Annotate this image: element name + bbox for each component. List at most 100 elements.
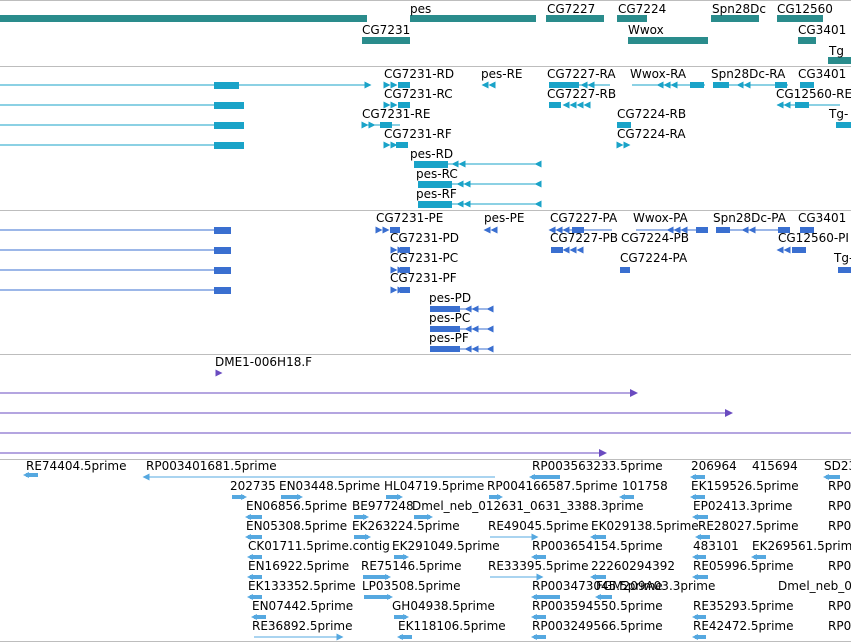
est-box[interactable]: [695, 575, 708, 579]
ests-label[interactable]: RE35293.5prime: [693, 599, 794, 613]
exon-box[interactable]: [778, 227, 790, 233]
strand-right-arrow[interactable]: [390, 81, 398, 89]
ests-label[interactable]: RP003249566.5prime: [532, 619, 663, 633]
est-box[interactable]: [394, 555, 406, 559]
strand-right-arrow[interactable]: [215, 369, 223, 377]
est-box[interactable]: [695, 615, 706, 619]
transcripts-label[interactable]: Tg-: [828, 107, 848, 121]
strand-right-arrow[interactable]: [397, 494, 403, 500]
strand-left-arrow[interactable]: [783, 246, 791, 254]
strand-left-arrow[interactable]: [692, 634, 698, 640]
ests-label[interactable]: CK01711.5prime.contig: [248, 539, 390, 553]
strand-left-arrow[interactable]: [23, 472, 29, 478]
strand-right-arrow[interactable]: [630, 389, 638, 397]
gene-bar[interactable]: [362, 37, 410, 44]
strand-left-arrow[interactable]: [486, 305, 494, 313]
strand-left-arrow[interactable]: [692, 554, 698, 560]
strand-left-arrow[interactable]: [464, 325, 472, 333]
est-box[interactable]: [693, 495, 705, 499]
strand-right-arrow[interactable]: [385, 574, 391, 580]
est-box[interactable]: [489, 495, 500, 499]
ests-label[interactable]: RE36892.5prime: [252, 619, 353, 633]
strand-left-arrow[interactable]: [245, 534, 251, 540]
transcripts-label[interactable]: CG7224-RB: [617, 107, 686, 121]
strand-left-arrow[interactable]: [142, 473, 150, 481]
exon-box[interactable]: [696, 227, 708, 233]
est-box[interactable]: [534, 595, 560, 599]
strand-left-arrow[interactable]: [690, 474, 696, 480]
strand-left-arrow[interactable]: [656, 81, 664, 89]
ests-label[interactable]: 415694: [752, 459, 798, 473]
genes-label[interactable]: CG12560: [777, 2, 833, 16]
strand-left-arrow[interactable]: [486, 325, 494, 333]
strand-left-arrow[interactable]: [576, 101, 584, 109]
exon-box[interactable]: [795, 102, 809, 108]
est-box[interactable]: [622, 495, 634, 499]
ests-label[interactable]: FGM209A03.3prime: [596, 579, 715, 593]
gene-bar[interactable]: [628, 37, 708, 44]
strand-right-arrow[interactable]: [364, 81, 372, 89]
ests-label[interactable]: EN06856.5prime: [246, 499, 347, 513]
strand-left-arrow[interactable]: [456, 200, 464, 208]
strand-right-arrow[interactable]: [616, 141, 624, 149]
ests-label[interactable]: GH04938.5prime: [392, 599, 495, 613]
strand-left-arrow[interactable]: [534, 180, 542, 188]
proteins-label[interactable]: CG7231-PD: [390, 231, 459, 245]
transcripts-label[interactable]: CG7227-RB: [547, 87, 616, 101]
est-box[interactable]: [394, 615, 406, 619]
ests-label[interactable]: RP003473045.5prime: [532, 579, 663, 593]
strand-left-arrow[interactable]: [486, 345, 494, 353]
exon-box[interactable]: [214, 267, 231, 274]
strand-left-arrow[interactable]: [776, 101, 784, 109]
ests-label[interactable]: BE977248: [352, 499, 414, 513]
strand-right-arrow[interactable]: [363, 514, 369, 520]
ests-label[interactable]: SD23: [824, 459, 851, 473]
ests-label[interactable]: EK269561.5prime: [752, 539, 851, 553]
ests-label[interactable]: 206964: [691, 459, 737, 473]
strand-right-arrow[interactable]: [241, 494, 247, 500]
gene-bar[interactable]: [777, 15, 823, 22]
strand-left-arrow[interactable]: [666, 226, 674, 234]
transcripts-label[interactable]: pes-RC: [416, 167, 458, 181]
strand-right-arrow[interactable]: [365, 534, 371, 540]
ests-label[interactable]: EN03448.5prime: [279, 479, 380, 493]
transcripts-label[interactable]: CG7224-RA: [617, 127, 686, 141]
ests-label[interactable]: EK159526.5prime: [691, 479, 799, 493]
strand-left-arrow[interactable]: [692, 614, 698, 620]
strand-right-arrow[interactable]: [382, 226, 390, 234]
strand-left-arrow[interactable]: [670, 81, 678, 89]
exon-box[interactable]: [214, 247, 231, 254]
gene-bar[interactable]: [546, 15, 604, 22]
strand-right-arrow[interactable]: [387, 594, 393, 600]
exon-box[interactable]: [549, 102, 561, 108]
strand-left-arrow[interactable]: [531, 594, 537, 600]
proteins-label[interactable]: CG7227-PB: [550, 231, 618, 245]
strand-left-arrow[interactable]: [619, 494, 625, 500]
strand-left-arrow[interactable]: [534, 200, 542, 208]
est-box[interactable]: [414, 515, 430, 519]
est-box[interactable]: [364, 595, 390, 599]
strand-left-arrow[interactable]: [531, 634, 537, 640]
strand-left-arrow[interactable]: [464, 345, 472, 353]
transcripts-label[interactable]: Spn28Dc-RA: [711, 67, 786, 81]
strand-left-arrow[interactable]: [695, 534, 701, 540]
transcripts-label[interactable]: CG7231-RF: [384, 127, 452, 141]
exon-box[interactable]: [775, 82, 787, 88]
ests-label[interactable]: EK133352.5prime: [248, 579, 356, 593]
clones-label[interactable]: DME1-006H18.F: [215, 355, 312, 369]
est-box[interactable]: [386, 495, 400, 499]
strand-left-arrow[interactable]: [783, 101, 791, 109]
strand-right-arrow[interactable]: [390, 101, 398, 109]
strand-right-arrow[interactable]: [531, 533, 539, 541]
transcripts-label[interactable]: CG7231-RE: [362, 107, 430, 121]
ests-label[interactable]: RP003563233.5prime: [532, 459, 663, 473]
strand-left-arrow[interactable]: [751, 554, 757, 560]
proteins-label[interactable]: pes-PC: [429, 311, 470, 325]
proteins-label[interactable]: Spn28Dc-PA: [713, 211, 787, 225]
ests-label[interactable]: EN16922.5prime: [248, 559, 349, 573]
strand-left-arrow[interactable]: [247, 574, 253, 580]
strand-left-arrow[interactable]: [451, 160, 459, 168]
strand-left-arrow[interactable]: [673, 226, 681, 234]
gene-bar[interactable]: [410, 15, 536, 22]
